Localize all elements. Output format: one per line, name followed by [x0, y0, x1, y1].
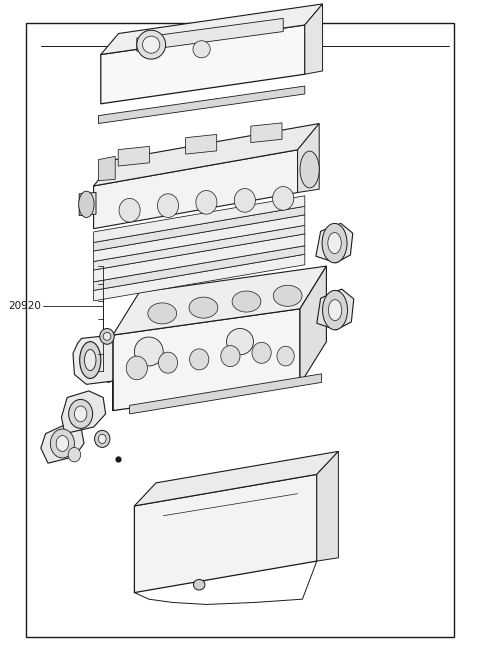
Polygon shape — [113, 266, 326, 335]
Ellipse shape — [148, 303, 177, 324]
Ellipse shape — [69, 399, 93, 428]
Ellipse shape — [100, 328, 114, 344]
Polygon shape — [317, 289, 354, 330]
Ellipse shape — [95, 430, 110, 447]
Ellipse shape — [189, 297, 218, 318]
Polygon shape — [94, 150, 298, 229]
Polygon shape — [94, 215, 305, 261]
Polygon shape — [94, 246, 305, 290]
Ellipse shape — [328, 233, 341, 254]
Text: 20910: 20910 — [228, 26, 266, 39]
Ellipse shape — [277, 346, 294, 366]
Ellipse shape — [134, 337, 163, 366]
Polygon shape — [251, 123, 282, 143]
Ellipse shape — [143, 36, 160, 53]
Polygon shape — [94, 196, 305, 242]
Text: 1: 1 — [244, 46, 251, 56]
Ellipse shape — [103, 332, 111, 340]
Ellipse shape — [157, 194, 179, 217]
Polygon shape — [298, 124, 319, 193]
Ellipse shape — [323, 290, 348, 330]
Ellipse shape — [79, 191, 94, 217]
Ellipse shape — [158, 352, 178, 373]
Polygon shape — [134, 474, 317, 593]
Polygon shape — [300, 266, 326, 384]
Polygon shape — [61, 391, 106, 434]
Text: 20920: 20920 — [8, 300, 41, 311]
Ellipse shape — [56, 436, 69, 451]
Polygon shape — [41, 424, 84, 463]
Ellipse shape — [137, 30, 166, 59]
Ellipse shape — [80, 342, 101, 378]
Polygon shape — [113, 309, 300, 411]
Polygon shape — [94, 206, 305, 251]
Ellipse shape — [126, 356, 147, 380]
Ellipse shape — [68, 447, 81, 462]
Ellipse shape — [74, 406, 87, 422]
Polygon shape — [73, 335, 113, 384]
Polygon shape — [137, 18, 283, 51]
Polygon shape — [134, 451, 338, 506]
Ellipse shape — [252, 342, 271, 363]
Polygon shape — [94, 234, 305, 282]
Polygon shape — [118, 147, 149, 166]
Ellipse shape — [232, 291, 261, 312]
Ellipse shape — [50, 429, 74, 458]
Ellipse shape — [227, 328, 253, 355]
Ellipse shape — [84, 350, 96, 371]
Polygon shape — [98, 86, 305, 124]
Polygon shape — [101, 25, 305, 104]
Ellipse shape — [221, 346, 240, 367]
Ellipse shape — [273, 285, 302, 306]
Ellipse shape — [273, 187, 294, 210]
Polygon shape — [94, 124, 319, 186]
Polygon shape — [186, 135, 217, 154]
Polygon shape — [316, 223, 353, 263]
Polygon shape — [94, 335, 113, 411]
Polygon shape — [317, 451, 338, 561]
Polygon shape — [79, 193, 96, 215]
Polygon shape — [305, 4, 323, 74]
Ellipse shape — [193, 579, 205, 590]
Bar — [26, 23, 454, 637]
Ellipse shape — [196, 191, 217, 214]
Ellipse shape — [322, 223, 347, 263]
Polygon shape — [94, 254, 305, 301]
Polygon shape — [98, 156, 115, 181]
Ellipse shape — [300, 151, 319, 188]
Ellipse shape — [190, 349, 209, 370]
Ellipse shape — [119, 198, 140, 222]
Ellipse shape — [98, 434, 106, 443]
Polygon shape — [101, 4, 323, 55]
Ellipse shape — [328, 300, 342, 321]
Polygon shape — [130, 374, 322, 414]
Ellipse shape — [234, 189, 255, 212]
Ellipse shape — [193, 41, 210, 58]
Polygon shape — [94, 225, 305, 270]
